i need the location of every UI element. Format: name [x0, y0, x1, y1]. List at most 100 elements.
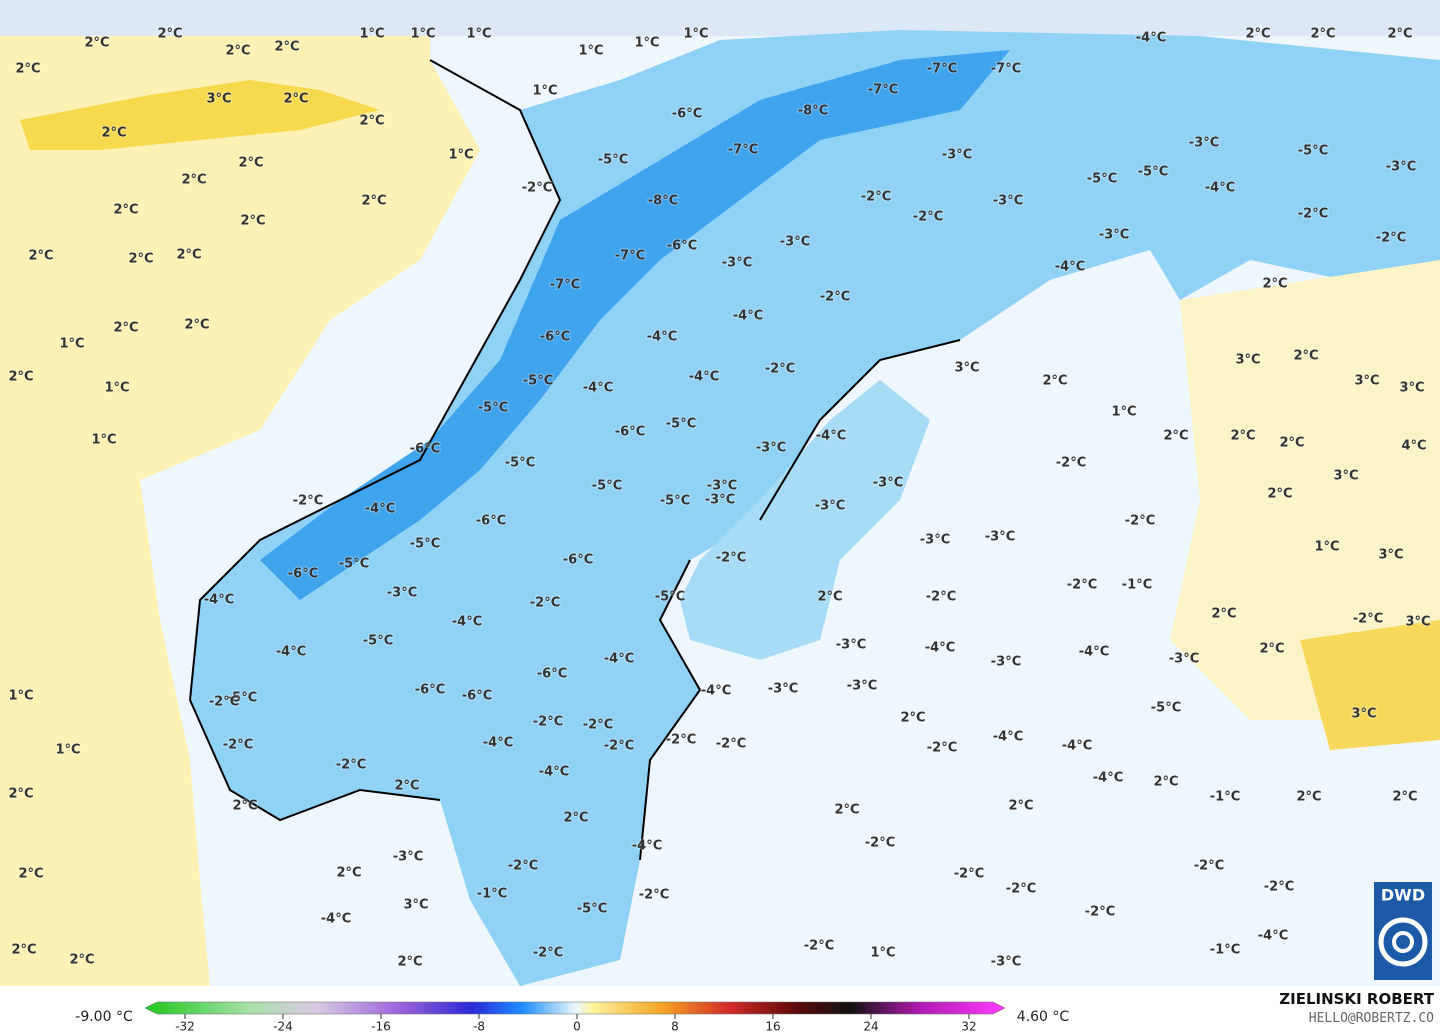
temperature-label: -5°C: [1151, 701, 1181, 716]
temperature-label: -3°C: [387, 586, 417, 601]
temperature-label: -3°C: [920, 533, 950, 548]
temperature-label: 2°C: [8, 787, 33, 802]
temperature-label: 1°C: [448, 148, 473, 163]
temperature-label: -2°C: [639, 888, 669, 903]
temperature-label: 2°C: [101, 126, 126, 141]
temperature-label: -2°C: [927, 741, 957, 756]
temperature-label: -7°C: [868, 83, 898, 98]
temperature-label: -7°C: [615, 249, 645, 264]
temperature-label: 2°C: [359, 114, 384, 129]
temperature-label: -2°C: [1067, 578, 1097, 593]
temperature-label: 2°C: [361, 194, 386, 209]
temperature-label: 1°C: [410, 27, 435, 42]
temperature-label: -6°C: [476, 514, 506, 529]
temperature-label: -4°C: [647, 330, 677, 345]
temperature-label: -2°C: [336, 758, 366, 773]
credit-name: ZIELINSKI ROBERT: [1279, 990, 1434, 1008]
temperature-label: -3°C: [1099, 228, 1129, 243]
temperature-label: -2°C: [293, 494, 323, 509]
temperature-label: 2°C: [900, 711, 925, 726]
temperature-label: 2°C: [1262, 277, 1287, 292]
temperature-label: -2°C: [804, 939, 834, 954]
temperature-label: -2°C: [1006, 882, 1036, 897]
temperature-label: -6°C: [415, 683, 445, 698]
temperature-label: 2°C: [563, 811, 588, 826]
temperature-label: -2°C: [666, 733, 696, 748]
temperature-label: 3°C: [1351, 707, 1376, 722]
colorbar-tick-label: -24: [273, 1020, 293, 1034]
temperature-label: -3°C: [993, 194, 1023, 209]
temperature-label: -2°C: [223, 738, 253, 753]
temperature-label: -7°C: [991, 62, 1021, 77]
temperature-label: 2°C: [11, 943, 36, 958]
temperature-label: -4°C: [925, 641, 955, 656]
temperature-label: 2°C: [397, 955, 422, 970]
temperature-label: -2°C: [533, 715, 563, 730]
temperature-label: 2°C: [225, 44, 250, 59]
temperature-label: 1°C: [104, 381, 129, 396]
temperature-label: 2°C: [28, 249, 53, 264]
temperature-label: 2°C: [84, 36, 109, 51]
temperature-label: -4°C: [689, 370, 719, 385]
colorbar-max: 4.60 °C: [1017, 1009, 1070, 1025]
bothnia: [680, 380, 930, 660]
temperature-label: -2°C: [865, 836, 895, 851]
temperature-label: -1°C: [1210, 790, 1240, 805]
temperature-label: 1°C: [359, 27, 384, 42]
temperature-label: 3°C: [1333, 469, 1358, 484]
temperature-label: 2°C: [157, 27, 182, 42]
colorbar-tick-label: 0: [573, 1020, 581, 1034]
temperature-label: -1°C: [1122, 578, 1152, 593]
temperature-label: -6°C: [563, 553, 593, 568]
temperature-label: -2°C: [1264, 880, 1294, 895]
temperature-label: -6°C: [288, 567, 318, 582]
colorbar-tick-label: 32: [961, 1020, 976, 1034]
temperature-label: -6°C: [667, 239, 697, 254]
temperature-label: -6°C: [672, 107, 702, 122]
temperature-label: 1°C: [1314, 540, 1339, 555]
temperature-label: 1°C: [1111, 405, 1136, 420]
temperature-label: -3°C: [1189, 136, 1219, 151]
temperature-label: -2°C: [1125, 514, 1155, 529]
temperature-label: -1°C: [477, 887, 507, 902]
land-warm: [1300, 620, 1440, 750]
temperature-label: -3°C: [780, 235, 810, 250]
temperature-label: -5°C: [592, 479, 622, 494]
land-colder: [260, 50, 1010, 600]
temperature-label: -3°C: [393, 850, 423, 865]
temperature-label: 1°C: [578, 44, 603, 59]
temperature-label: -6°C: [462, 689, 492, 704]
temperature-label: 2°C: [1245, 27, 1270, 42]
temperature-label: -6°C: [615, 425, 645, 440]
temperature-label: -4°C: [483, 736, 513, 751]
temperature-label: -4°C: [1205, 181, 1235, 196]
temperature-label: 2°C: [15, 62, 40, 77]
temperature-label: -5°C: [598, 153, 628, 168]
temperature-label: -6°C: [540, 330, 570, 345]
temperature-label: -5°C: [339, 557, 369, 572]
colorbar: [144, 1001, 1006, 1015]
temperature-label: -4°C: [1079, 645, 1109, 660]
temperature-label: -3°C: [991, 655, 1021, 670]
temperature-label: -5°C: [227, 691, 257, 706]
temperature-label: -2°C: [1056, 456, 1086, 471]
temperature-label: 2°C: [8, 370, 33, 385]
temperature-label: -3°C: [847, 679, 877, 694]
temperature-label: 2°C: [176, 248, 201, 263]
temperature-label: 2°C: [1267, 487, 1292, 502]
logo-swirl: [1378, 917, 1428, 967]
temperature-label: 2°C: [1042, 374, 1067, 389]
temperature-label: -8°C: [798, 104, 828, 119]
temperature-label: 1°C: [8, 689, 33, 704]
temperature-label: 2°C: [336, 866, 361, 881]
logo-text: DWD: [1381, 886, 1425, 905]
temperature-label: 2°C: [113, 321, 138, 336]
temperature-label: -2°C: [926, 590, 956, 605]
temperature-label: -3°C: [707, 479, 737, 494]
colorbar-tick-label: 24: [863, 1020, 878, 1034]
temperature-label: 3°C: [1235, 353, 1260, 368]
credit-email: HELLO@ROBERTZ.CO: [1309, 1011, 1434, 1026]
temperature-label: 2°C: [240, 214, 265, 229]
temperature-label: 2°C: [18, 867, 43, 882]
temperature-label: 2°C: [1293, 349, 1318, 364]
